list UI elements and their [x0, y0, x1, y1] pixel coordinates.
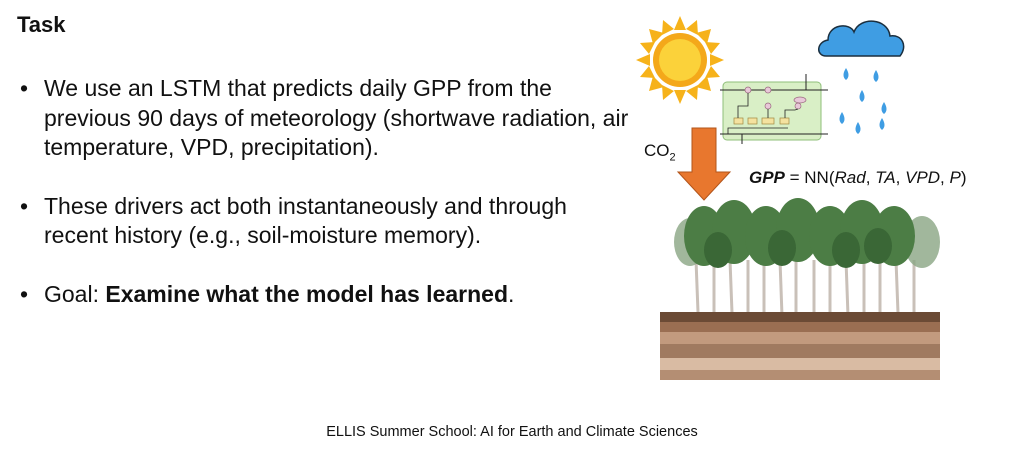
forest-icon	[674, 198, 940, 317]
co2-subscript: 2	[669, 151, 676, 164]
eq-close: )	[960, 168, 967, 187]
bullet-1-text: We use an LSTM that predicts daily GPP f…	[44, 75, 629, 160]
slide-footer: ELLIS Summer School: AI for Earth and Cl…	[326, 424, 698, 440]
eq-sep: ,	[940, 168, 950, 187]
eq-var-ta: TA	[875, 168, 896, 187]
bullet-2: • These drivers act both instantaneously …	[14, 192, 634, 251]
eq-var-p: P	[949, 168, 961, 187]
bullet-1: • We use an LSTM that predicts daily GPP …	[14, 74, 634, 163]
bullet-marker: •	[20, 192, 29, 219]
bullet-marker: •	[20, 75, 29, 101]
bullet-3-text-prefix: Goal:	[44, 280, 106, 307]
lstm-cell-diagram	[720, 74, 828, 144]
bullet-2-text: These drivers act both instantaneously a…	[44, 192, 567, 249]
bullet-3-text-suffix: .	[508, 280, 515, 307]
bullet-3-text-bold: Examine what the model has learned	[105, 280, 508, 307]
co2-text: CO	[644, 141, 670, 160]
slide-title: Task	[17, 12, 66, 37]
co2-label: CO2	[644, 141, 676, 163]
down-arrow-icon	[676, 127, 732, 201]
eq-var-rad: Rad	[834, 168, 866, 187]
soil-layers-icon	[660, 312, 940, 380]
rain-drops-icon	[839, 68, 887, 134]
bullet-3: • Goal: Examine what the model has learne…	[14, 280, 634, 310]
bullet-marker: •	[20, 280, 29, 307]
eq-sep: ,	[865, 168, 876, 187]
ecosystem-illustration	[636, 16, 940, 380]
bullet-list: • We use an LSTM that predicts daily GPP …	[14, 74, 634, 338]
eq-op: = NN(	[784, 168, 835, 187]
eq-var-vpd: VPD	[905, 168, 941, 187]
cloud-icon	[818, 20, 905, 57]
gpp-equation: GPP = NN(Rad, TA, VPD, P)	[749, 168, 967, 188]
eq-sep: ,	[895, 168, 906, 187]
sun-icon	[636, 16, 724, 104]
eq-lhs: GPP	[749, 168, 785, 187]
